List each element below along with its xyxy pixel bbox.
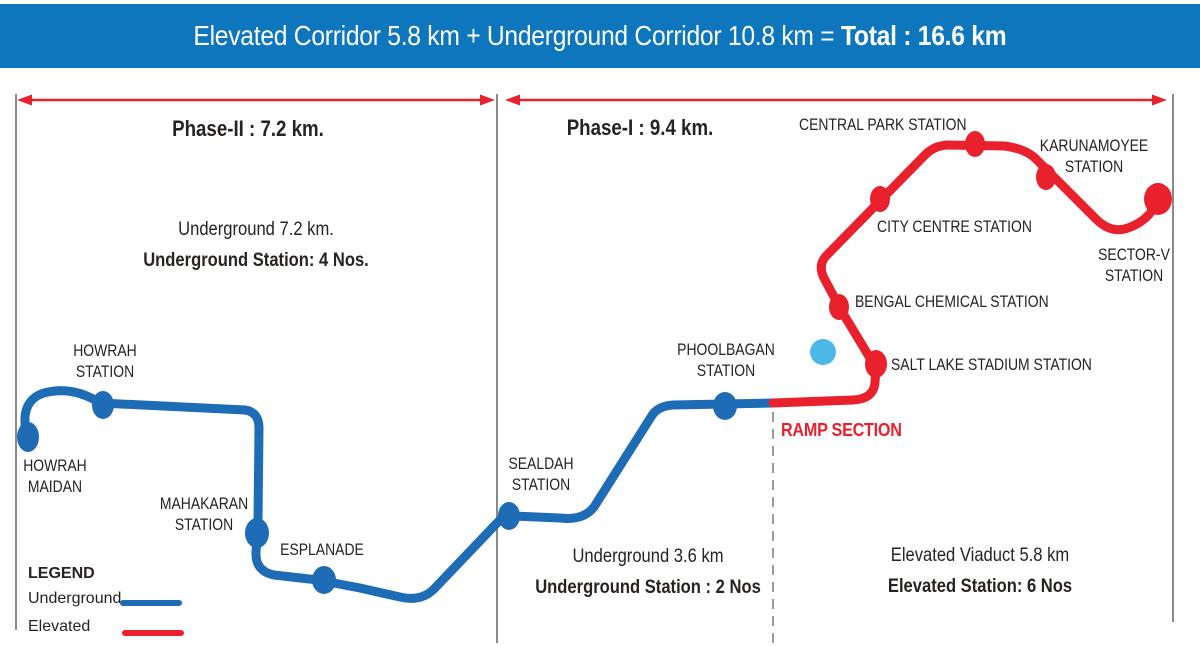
- phase1-arrowhead-left: [505, 94, 520, 106]
- banner-text-total: Total : 16.6 km: [841, 20, 1007, 51]
- banner-text-regular: Elevated Corridor 5.8 km + Underground C…: [193, 20, 842, 51]
- station-dot-mahakaran: [245, 518, 269, 548]
- station-dot-phoolbagan: [713, 392, 737, 420]
- station-label-howrah-station: HOWRAH STATION: [73, 341, 137, 381]
- station-dot-sector-v: [1144, 183, 1172, 215]
- location-marker-dot: [810, 339, 836, 365]
- legend-underground-label: Underground: [28, 590, 122, 607]
- station-label-esplanade: ESPLANADE: [280, 540, 364, 559]
- station-dot-bengal-chemical: [829, 294, 849, 320]
- phase1-arrowhead-right: [1152, 94, 1167, 106]
- legend-underground-swatch: [120, 600, 182, 606]
- station-label-central-park: CENTRAL PARK STATION: [799, 115, 967, 134]
- station-label-sector-v: SECTOR-V STATION: [1098, 245, 1170, 285]
- phase1-underground-length: Underground 3.6 km: [572, 545, 724, 567]
- station-dot-sealdah: [498, 502, 520, 530]
- station-label-sealdah: SEALDAH STATION: [508, 454, 574, 494]
- station-dot-salt-lake-stadium: [865, 350, 887, 378]
- phase1-underground-info: Underground 3.6 km Underground Station :…: [478, 541, 818, 603]
- underground-route-line: [20, 386, 778, 603]
- phase2-extent-arrow: [17, 94, 495, 106]
- ramp-section-label: RAMP SECTION: [781, 420, 902, 440]
- station-label-mahakaran: MAHAKARAN STATION: [159, 494, 249, 534]
- title-banner-text: Elevated Corridor 5.8 km + Underground C…: [194, 20, 1007, 52]
- legend-elevated-swatch: [122, 630, 184, 636]
- phase2-underground-length: Underground 7.2 km.: [178, 218, 334, 240]
- station-label-city-centre: CITY CENTRE STATION: [877, 217, 1032, 236]
- phase2-label: Phase-II : 7.2 km.: [172, 116, 324, 141]
- station-dot-central-park: [965, 131, 985, 157]
- phase2-arrowhead-left: [17, 94, 32, 106]
- phase1-label: Phase-I : 9.4 km.: [566, 115, 714, 140]
- station-label-bengal-chemical: BENGAL CHEMICAL STATION: [855, 292, 1049, 311]
- phase1-underground-stations: Underground Station : 2 Nos: [535, 576, 761, 598]
- phase1-elevated-length: Elevated Viaduct 5.8 km: [890, 544, 1070, 566]
- legend: LEGEND Underground Elevated: [28, 565, 121, 646]
- station-dot-howrah-station: [92, 391, 114, 419]
- title-banner: Elevated Corridor 5.8 km + Underground C…: [0, 4, 1200, 68]
- phase1-extent-arrow: [505, 94, 1167, 106]
- station-label-salt-lake-stadium: SALT LAKE STADIUM STATION: [891, 355, 1092, 374]
- phase2-underground-info: Underground 7.2 km. Underground Station:…: [86, 214, 426, 276]
- station-dot-esplanade: [312, 566, 336, 594]
- legend-elevated-label: Elevated: [28, 618, 91, 635]
- station-label-karunamoyee: KARUNAMOYEE STATION: [1039, 136, 1149, 176]
- elevated-route-line: [768, 140, 1163, 408]
- legend-title: LEGEND: [28, 565, 95, 582]
- phase2-arrowhead-right: [480, 94, 495, 106]
- station-dot-karunamoyee: [1036, 164, 1056, 190]
- phase1-elevated-stations: Elevated Station: 6 Nos: [887, 575, 1073, 597]
- phase1-elevated-info: Elevated Viaduct 5.8 km Elevated Station…: [810, 540, 1150, 602]
- station-dot-city-centre: [870, 186, 890, 212]
- station-label-phoolbagan: PHOOLBAGAN STATION: [677, 340, 775, 380]
- station-label-howrah-maidan: HOWRAH MAIDAN: [23, 456, 87, 496]
- station-dot-howrah-maidan: [17, 422, 39, 452]
- phase2-underground-stations: Underground Station: 4 Nos.: [143, 249, 369, 271]
